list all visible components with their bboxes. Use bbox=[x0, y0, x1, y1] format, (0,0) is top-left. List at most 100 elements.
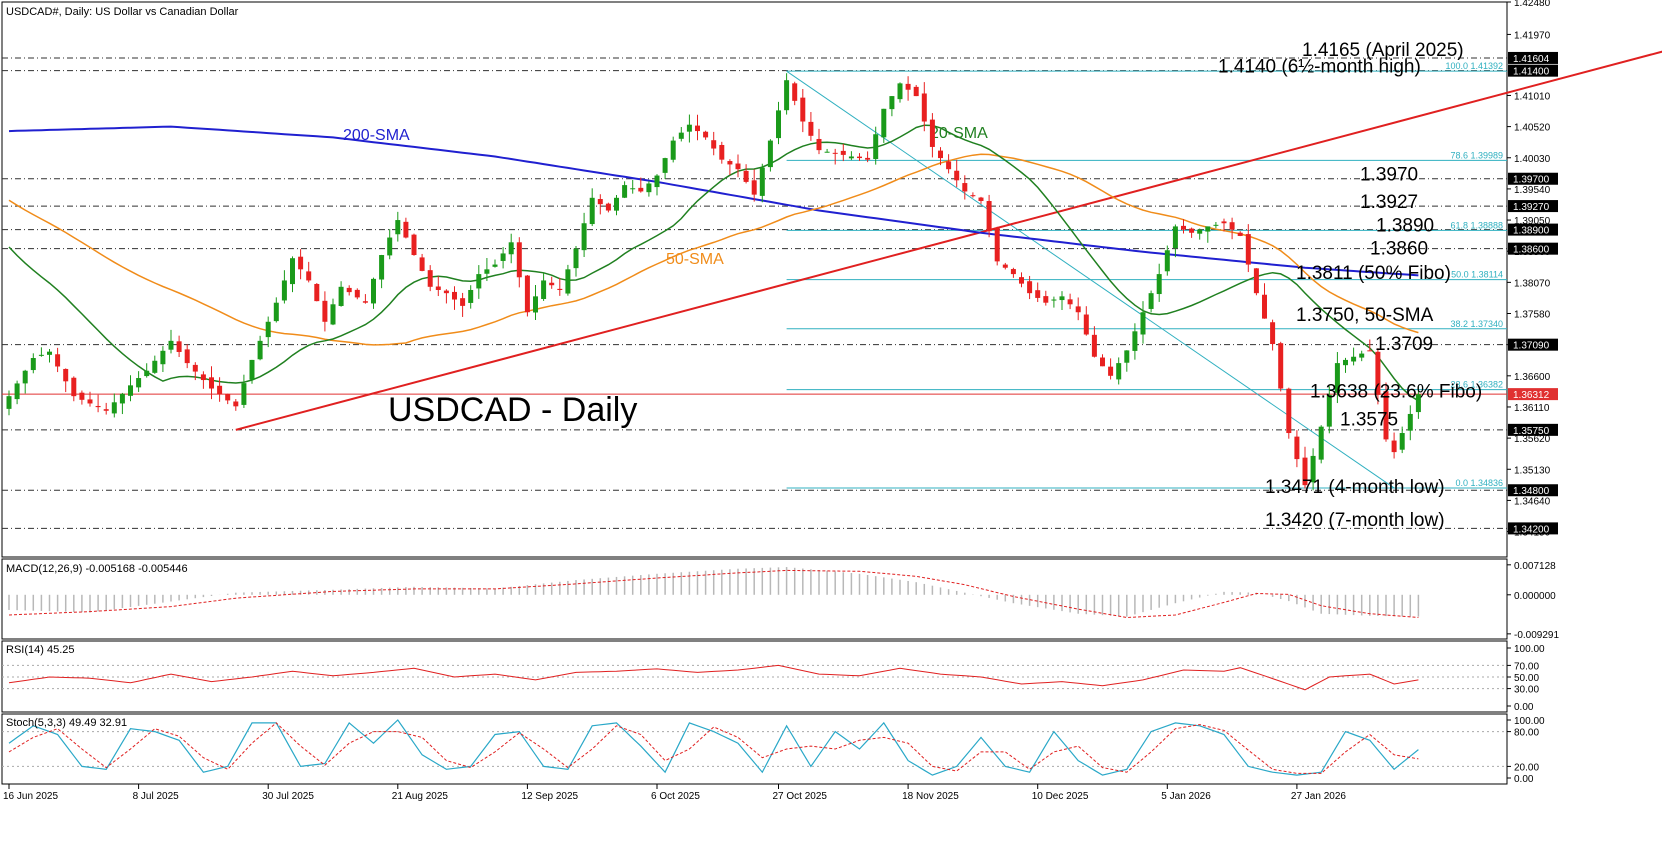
stoch-d-line bbox=[8, 722, 1419, 774]
moving-averages: 200-SMA 20-SMA 50-SMA bbox=[8, 124, 1419, 402]
candle-body bbox=[1140, 312, 1146, 335]
candle-body bbox=[419, 257, 425, 271]
candle-body bbox=[387, 237, 393, 256]
candle-body bbox=[954, 170, 960, 181]
candle-body bbox=[848, 156, 854, 159]
candle-body bbox=[1197, 229, 1203, 234]
candle-body bbox=[265, 321, 271, 338]
candle-body bbox=[1318, 426, 1324, 460]
candle-body bbox=[1067, 299, 1073, 305]
current-price-tag bbox=[1508, 388, 1558, 401]
candle-body bbox=[192, 364, 198, 372]
rsi-line bbox=[8, 664, 1419, 691]
date-tick-label: 8 Jul 2025 bbox=[133, 791, 180, 802]
date-tick-label: 5 Jan 2026 bbox=[1161, 791, 1211, 802]
rsi-tick-label: 70.00 bbox=[1514, 661, 1539, 672]
candle-body bbox=[605, 203, 611, 211]
candle-body bbox=[95, 405, 101, 408]
chart-header: USDCAD#, Daily: US Dollar vs Canadian Do… bbox=[6, 6, 239, 18]
candle-body bbox=[1359, 353, 1365, 358]
watermark-title: USDCAD - Daily bbox=[388, 391, 637, 429]
candle-body bbox=[1270, 322, 1276, 345]
candle-body bbox=[492, 264, 498, 267]
candle-body bbox=[581, 223, 587, 251]
candle-body bbox=[1310, 455, 1316, 483]
candle-body bbox=[622, 185, 628, 198]
candle-body bbox=[614, 197, 619, 211]
date-axis: 16 Jun 2025 8 Jul 2025 30 Jul 2025 21 Aug 2… bbox=[3, 784, 1346, 802]
level-price-tag bbox=[1508, 172, 1558, 185]
level-price-tag bbox=[1508, 242, 1558, 255]
candle-body bbox=[1075, 306, 1081, 313]
candle-body bbox=[1148, 293, 1154, 309]
fib-level-label: 50.0 1.38114 bbox=[1451, 270, 1503, 280]
candle-body bbox=[905, 83, 911, 90]
candle-body bbox=[249, 359, 255, 380]
price-tick-label: 1.40030 bbox=[1514, 154, 1551, 165]
candle-body bbox=[1399, 433, 1405, 450]
candle-body bbox=[1108, 366, 1114, 376]
candle-body bbox=[160, 350, 166, 365]
candle-body bbox=[630, 188, 636, 190]
candle-body bbox=[1294, 436, 1300, 460]
candle-body bbox=[938, 150, 943, 159]
candle-body bbox=[1326, 394, 1332, 427]
candle-body bbox=[144, 370, 150, 377]
candle-body bbox=[524, 275, 530, 313]
sma200-label: 200-SMA bbox=[343, 127, 410, 144]
level-annotation: 1.3471 (4-month low) bbox=[1265, 477, 1445, 498]
level-annotation: 1.3860 bbox=[1370, 238, 1428, 259]
price-tick-label: 1.36110 bbox=[1514, 403, 1550, 414]
candle-body bbox=[1302, 457, 1308, 486]
price-tick-label: 1.42480 bbox=[1514, 0, 1551, 9]
price-tick-label: 1.34640 bbox=[1514, 496, 1551, 507]
date-tick-label: 27 Jan 2026 bbox=[1291, 791, 1346, 802]
candle-body bbox=[557, 288, 563, 290]
fib-level-label: 78.6 1.39989 bbox=[1450, 150, 1503, 160]
candle-body bbox=[889, 96, 895, 110]
candle-body bbox=[1164, 250, 1170, 272]
stoch-tick-label: 0.00 bbox=[1514, 774, 1534, 785]
level-price-tag-label: 1.37090 bbox=[1513, 341, 1550, 352]
candle-body bbox=[929, 119, 935, 147]
level-price-tag-label: 1.41400 bbox=[1513, 67, 1550, 78]
candle-body bbox=[79, 392, 85, 400]
candle-body bbox=[306, 271, 312, 281]
candle-body bbox=[1343, 359, 1348, 366]
stoch-tick-label: 100.00 bbox=[1514, 716, 1545, 727]
candle-body bbox=[767, 140, 773, 168]
candle-body bbox=[411, 234, 417, 256]
sma200-line bbox=[8, 125, 1419, 277]
candle-body bbox=[209, 377, 214, 389]
candle-body bbox=[1391, 440, 1397, 453]
candle-body bbox=[735, 163, 741, 170]
candle-body bbox=[508, 242, 514, 255]
candle-body bbox=[970, 195, 976, 197]
candle-body bbox=[1237, 232, 1243, 236]
candle-body bbox=[119, 393, 125, 404]
candle-body bbox=[168, 340, 174, 350]
candle-body bbox=[1002, 264, 1008, 268]
candle-body bbox=[379, 255, 385, 280]
candle-body bbox=[873, 134, 879, 160]
candle-body bbox=[435, 286, 441, 290]
candle-body bbox=[63, 368, 69, 382]
candle-body bbox=[500, 253, 506, 261]
candle-body bbox=[314, 283, 320, 302]
candle-body bbox=[654, 175, 660, 188]
current-price-tag-label: 1.36312 bbox=[1513, 390, 1550, 401]
candle-body bbox=[978, 197, 984, 201]
candle-body bbox=[1132, 331, 1138, 351]
candle-body bbox=[71, 377, 77, 397]
date-tick-label: 21 Aug 2025 bbox=[392, 791, 449, 802]
price-tick-label: 1.38070 bbox=[1514, 278, 1551, 289]
level-price-tag-label: 1.39700 bbox=[1513, 175, 1550, 186]
candle-body bbox=[573, 248, 579, 269]
candle-body bbox=[1213, 224, 1219, 226]
candle-body bbox=[1116, 363, 1122, 380]
candle-body bbox=[719, 144, 725, 160]
level-price-tag bbox=[1508, 338, 1558, 351]
level-annotation: 1.3638 (23.6% Fibo) bbox=[1310, 381, 1482, 402]
fib-level-label: 100.0 1.41392 bbox=[1445, 61, 1503, 71]
candle-body bbox=[257, 340, 263, 360]
